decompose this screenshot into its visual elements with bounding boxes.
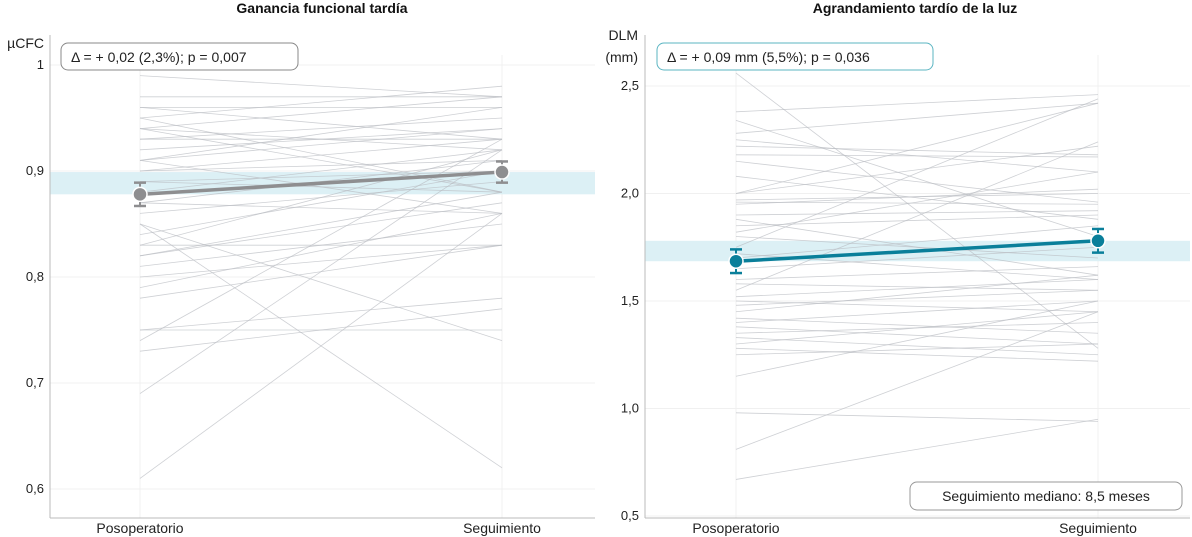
individual-line (735, 412, 1099, 422)
individual-line (139, 213, 503, 288)
y-tick-label: 1,0 (621, 401, 639, 416)
individual-line (139, 107, 503, 161)
individual-line (139, 160, 503, 214)
chart-title: Ganancia funcional tardía (236, 0, 407, 16)
annotation-text: Δ = + 0,09 mm (5,5%); p = 0,036 (667, 49, 870, 65)
individual-line (735, 289, 1099, 306)
individual-line (139, 191, 503, 257)
individual-line (735, 279, 1099, 298)
individual-line (735, 145, 1099, 194)
panel-1: 0,6 0,7 0,8 0,9 1 Ganancia funcional tardía µC… (7, 0, 595, 536)
annotation-box (656, 42, 934, 71)
mean-line (139, 170, 503, 197)
individual-line (139, 85, 503, 119)
individual-line (139, 138, 503, 341)
individual-line (735, 343, 1099, 356)
individual-line (735, 154, 1099, 158)
individual-line (735, 311, 1099, 450)
individual-line (735, 214, 1099, 227)
individual-line (735, 160, 1099, 203)
individual-line (139, 149, 503, 394)
x-tick-label: Seguimiento (1059, 520, 1137, 536)
individual-line (139, 128, 503, 161)
individual-line (735, 418, 1099, 480)
y-tick-label: 0,6 (26, 481, 44, 496)
y-tick-label: 1 (37, 57, 44, 72)
individual-line (735, 102, 1099, 194)
note-box (909, 481, 1183, 511)
individual-line (735, 188, 1099, 205)
individual-line (139, 128, 503, 151)
individual-line (735, 120, 1099, 237)
x-tick-label: Posoperatorio (96, 520, 183, 536)
x-tick-label: Posoperatorio (692, 520, 779, 536)
mean-point (728, 253, 744, 269)
individual-line (735, 72, 1099, 349)
individual-line (735, 266, 1099, 280)
x-tick-label: Seguimiento (463, 520, 541, 536)
individual-line (139, 138, 503, 172)
individual-line (735, 145, 1099, 156)
y-tick-label: 1,5 (621, 293, 639, 308)
individual-line (735, 300, 1099, 377)
y-tick-label: 0,9 (26, 163, 44, 178)
individual-line (735, 175, 1099, 220)
annotation-text: Δ = + 0,02 (2,3%); p = 0,007 (71, 49, 247, 65)
individual-line (139, 149, 503, 246)
individual-line (139, 107, 503, 140)
mean-point (1090, 233, 1106, 249)
individual-line (735, 283, 1099, 291)
individual-line (735, 141, 1099, 291)
individual-line (735, 102, 1099, 134)
y-tick-label: 0,8 (26, 269, 44, 284)
annotation-box (60, 42, 299, 71)
individual-line (735, 300, 1099, 323)
individual-line (139, 244, 503, 278)
individual-line (139, 202, 503, 214)
individual-line (735, 201, 1099, 205)
individual-line (139, 202, 503, 257)
individual-line (139, 223, 503, 341)
y-axis-unit: (mm) (605, 49, 638, 65)
individual-line (735, 236, 1099, 259)
mean-point (132, 186, 148, 203)
individual-line (139, 297, 503, 331)
individual-line (735, 347, 1099, 362)
y-tick-label: 0,5 (621, 508, 639, 523)
y-axis-label: µCFC (7, 35, 44, 51)
individual-line (735, 225, 1099, 259)
individual-line (139, 96, 503, 129)
individual-line (139, 223, 503, 267)
individual-line (735, 326, 1099, 345)
individual-line (735, 311, 1099, 345)
mean-line (735, 239, 1099, 263)
individual-line (735, 210, 1099, 216)
chart-title: Agrandamiento tardío de la luz (813, 0, 1018, 16)
y-tick-label: 0,7 (26, 375, 44, 390)
individual-line (735, 94, 1099, 113)
individual-line (139, 128, 503, 193)
individual-line (735, 274, 1099, 313)
note-text: Seguimiento mediano: 8,5 meses (942, 488, 1150, 504)
individual-line (139, 213, 503, 479)
individual-line (139, 117, 503, 140)
individual-line (139, 308, 503, 352)
individual-line (735, 317, 1099, 334)
y-tick-label: 2,5 (621, 78, 639, 93)
y-tick-label: 2,0 (621, 186, 639, 201)
individual-line (139, 149, 503, 193)
panel-2: 0,5 1,0 1,5 2,0 2,5 Agrandamiento tardío de l… (605, 0, 1190, 536)
y-axis-label: DLM (608, 27, 638, 43)
individual-line (139, 75, 503, 98)
individual-line (735, 98, 1099, 248)
individual-line (735, 337, 1099, 356)
mean-point (494, 164, 510, 180)
